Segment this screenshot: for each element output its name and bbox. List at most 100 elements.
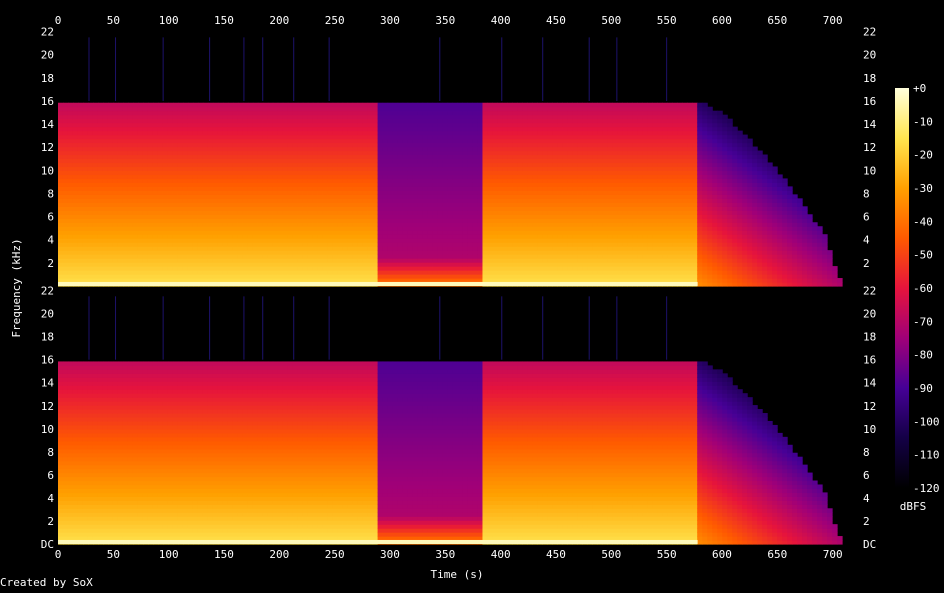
spectrogram-cell [222,190,229,195]
spectrogram-cell [452,258,459,263]
spectrogram-cell [412,198,419,203]
spectrogram-cell [317,278,324,283]
spectrogram-cell [542,182,548,187]
spectrogram-cell [97,118,104,124]
spectrogram-cell [87,122,94,128]
spectrogram-cell [562,142,568,148]
spectrogram-cell [382,142,389,148]
spectrogram-cell [132,206,139,211]
spectrogram-cell [427,266,434,271]
spectrogram-cell [327,142,334,148]
spectrogram-cell [327,114,334,120]
spectrogram-cell [427,258,434,263]
spectrogram-cell [82,194,89,199]
spectrogram-cell [387,210,394,215]
spectrogram-cell [92,278,99,283]
spectrogram-cell [307,194,314,199]
spectrogram-cell [197,250,204,255]
spectrogram-cell [237,210,244,215]
spectrogram-cell [322,150,329,156]
spectrogram-cell [472,158,479,164]
spectrogram-cell [487,214,494,219]
spectrogram-cell [397,246,404,251]
spectrogram-cell [457,230,464,235]
spectrogram-cell [472,142,479,148]
spectrogram-cell [212,258,219,263]
spectrogram-cell [362,258,369,263]
spectrogram-cell [117,190,124,195]
spectrogram-cell [437,238,444,243]
spectrogram-cell [582,142,588,148]
spectrogram-cell [82,246,89,251]
spectrogram-cell [207,114,214,120]
spectrogram-cell [137,154,144,160]
spectrogram-cell [522,122,529,128]
spectrogram-cell [462,134,469,140]
spectrogram-cell [142,238,149,243]
spectrogram-cell [172,110,179,116]
spectrogram-cell [202,234,209,239]
spectrogram-cell [387,138,394,144]
spectrogram-cell [222,154,229,160]
spectrogram-cell [377,206,384,211]
spectrogram-cell [577,138,583,144]
spectrogram-cell [212,270,219,275]
spectrogram-cell [217,170,224,176]
spectrogram-cell [397,262,404,267]
spectrogram-cell [597,182,603,187]
spectrogram-cell [107,166,114,172]
spectrogram-cell [447,154,454,160]
spectrogram-cell [452,186,459,191]
spectrogram-cell [517,130,524,136]
spectrogram-cell [467,250,474,255]
spectrogram-cell [287,214,294,219]
spectrogram-cell [382,118,389,124]
spectrogram-cell [247,242,254,247]
spectrogram-cell [517,218,524,223]
spectrogram-cell [87,250,94,255]
spectrogram-cell [352,274,359,279]
spectrogram-cell [527,234,533,239]
spectrogram-cell [572,102,578,108]
spectrogram-cell [407,150,414,156]
spectrogram-cell [112,214,119,219]
spectrogram-cell [377,202,384,207]
spectrogram-cell [557,214,563,219]
spectrogram-cell [397,134,404,140]
spectrogram-cell [442,182,449,187]
spectrogram-cell [517,246,524,251]
spectrogram-cell [422,150,429,156]
spectrogram-cell [197,118,204,124]
spectrogram-cell [512,150,519,156]
spectrogram-cell [127,154,134,160]
spectrogram-cell [317,226,324,231]
spectrogram-cell [167,106,174,112]
spectrogram-cell [512,250,519,255]
spectrogram-cell [87,106,94,112]
spectrogram-cell [512,226,519,231]
spectrogram-cell [122,130,129,136]
spectrogram-cell [312,142,319,148]
spectrogram-cell [567,122,573,128]
spectrogram-cell [62,178,69,183]
spectrogram-cell [542,138,548,144]
spectrogram-cell [382,250,389,255]
spectrogram-cell [147,194,154,199]
spectrogram-cell [322,166,329,172]
spectrogram-cell [242,270,249,275]
spectrogram-cell [147,210,154,215]
spectrogram-cell [372,218,379,223]
spectrogram-cell [367,122,374,128]
spectrogram-cell [242,174,249,180]
spectrogram-cell [482,114,489,120]
spectrogram-cell [492,214,499,219]
spectrogram-cell [157,142,164,148]
spectrogram-cell [402,242,409,247]
spectrogram-cell [62,182,69,187]
spectrogram-cell [282,250,289,255]
spectrogram-cell [82,242,89,247]
spectrogram-cell [567,198,573,203]
spectrogram-cell [242,206,249,211]
spectrogram-cell [67,270,74,275]
spectrogram-cell [187,150,194,156]
